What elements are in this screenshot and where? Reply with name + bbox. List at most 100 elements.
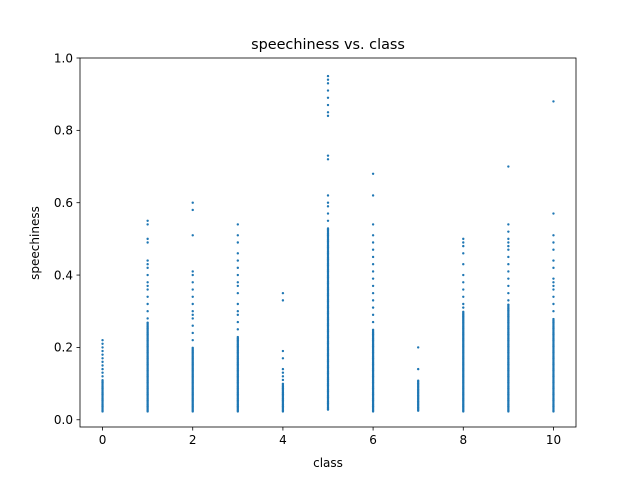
x-tick-label: 4 [279,433,287,447]
data-point [507,165,510,168]
data-point [416,367,420,371]
data-point [146,263,149,266]
data-point [191,313,194,317]
data-point [326,201,330,204]
data-point [462,295,465,298]
data-point [281,367,285,371]
data-point [552,284,555,288]
y-tick-label: 0.6 [54,196,73,210]
data-point [236,266,240,270]
data-point [326,205,330,208]
data-point [281,291,285,295]
data-point [552,259,555,262]
data-point [507,237,510,241]
data-point [552,295,555,298]
data-point [281,375,285,378]
data-point [146,321,149,324]
data-point [462,281,465,284]
data-point [191,346,194,350]
data-point [236,291,240,295]
data-point [191,288,194,291]
data-point [281,299,285,302]
data-point [146,259,149,262]
data-point [236,273,240,277]
data-point [462,288,465,291]
data-point [371,328,375,332]
data-point [326,89,330,92]
data-point [507,299,510,302]
data-point [146,310,149,313]
data-point [101,379,104,382]
data-point [507,284,510,288]
data-point [281,371,285,374]
data-point [146,284,149,288]
data-point [281,378,285,382]
data-point [281,357,285,360]
data-point [552,100,555,103]
x-tick-label: 2 [189,433,197,447]
data-point [371,194,375,197]
data-point [101,357,104,360]
y-tick-label: 0.8 [54,124,73,138]
data-point [507,255,510,259]
data-point [191,270,194,273]
data-point [101,342,104,345]
data-point [101,364,104,367]
data-point [236,281,240,284]
data-point [146,219,149,222]
data-point [371,241,375,244]
data-point [371,172,375,175]
data-point [146,266,149,270]
data-point [462,244,465,248]
data-point [462,273,465,277]
data-point [507,244,510,248]
data-point [552,248,555,251]
data-point [236,234,240,237]
data-point [371,223,375,226]
data-point [281,349,285,353]
data-point [326,103,330,107]
data-point [552,288,555,291]
data-point [326,74,330,78]
data-point [146,295,149,298]
data-point [326,212,330,215]
data-point [146,317,149,320]
data-point [146,241,149,244]
data-point [326,154,330,157]
data-point [101,353,104,356]
data-point [236,313,240,317]
data-point [191,295,194,298]
y-tick-label: 1.0 [54,51,73,65]
data-point [371,306,375,309]
data-point [236,284,240,288]
data-point [101,371,104,374]
data-point [146,288,149,291]
data-point [191,302,194,306]
data-point [462,302,465,306]
data-point [371,291,375,295]
data-point [462,241,465,244]
plot-area [101,74,555,413]
x-axis-label: class [313,456,343,470]
data-point [191,317,194,320]
data-point [462,310,465,314]
data-point [507,291,510,295]
chart-title: speechiness vs. class [251,37,405,53]
data-point [191,310,194,313]
data-point [326,194,330,197]
data-point [371,299,375,302]
data-point [191,208,194,212]
data-point [371,277,375,280]
data-point [552,212,555,215]
data-point [146,273,149,277]
data-point [146,223,149,226]
data-point [552,234,555,237]
data-point [507,248,510,251]
data-point [507,223,510,226]
data-point [371,284,375,288]
data-point [416,346,420,349]
data-point [236,302,240,306]
data-point [462,252,465,255]
